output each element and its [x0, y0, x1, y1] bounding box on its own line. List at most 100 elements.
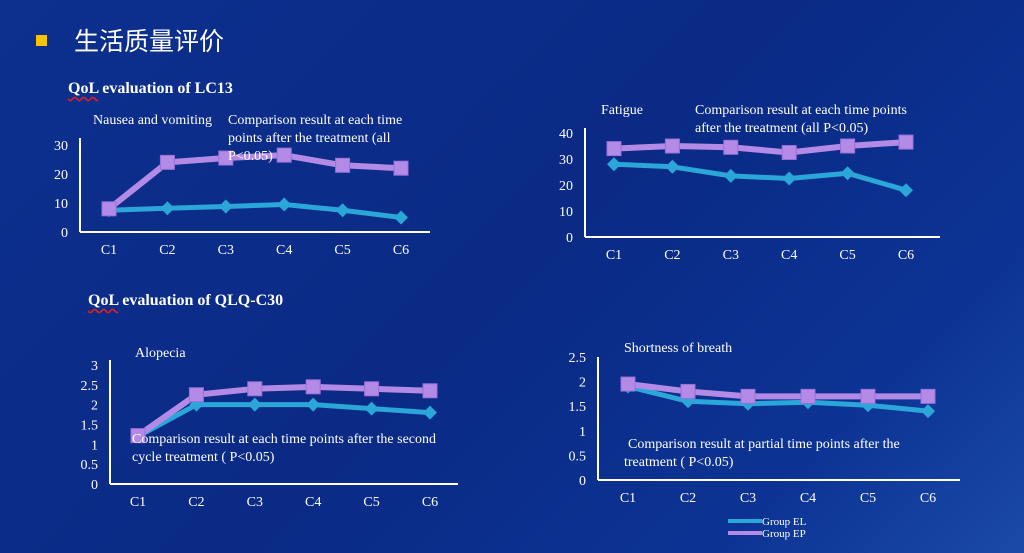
chart-2-ep-point: [723, 139, 739, 155]
chart-3-x-tick: C2: [188, 495, 204, 510]
chart-1-y-tick: 10: [54, 197, 68, 212]
chart-1-ep-point: [159, 154, 175, 170]
chart-1-note: Comparison result at each time points af…: [228, 113, 403, 164]
chart-3-x-tick: C4: [305, 495, 321, 510]
chart-1-ep-point: [335, 157, 351, 173]
chart-1-x-tick: C6: [393, 243, 409, 258]
legend-el-label: Group EL: [762, 516, 807, 528]
chart-1-x-tick: C4: [276, 243, 292, 258]
chart-1-el-point: [335, 203, 350, 218]
chart-2-el-point: [840, 166, 855, 181]
chart-1-y-tick: 0: [61, 226, 68, 241]
chart-4-y-tick: 2.5: [569, 351, 587, 366]
chart-2-el-point: [723, 168, 738, 183]
chart-4-ep-point: [860, 388, 876, 404]
chart-3-ep-point: [188, 387, 204, 403]
chart-4-x-tick: C6: [920, 491, 936, 506]
chart-3-x-tick: C5: [363, 495, 379, 510]
chart-3-title: Alopecia: [135, 346, 186, 361]
chart-1-y-tick: 20: [54, 168, 68, 183]
chart-3-ep-point: [364, 381, 380, 397]
chart-4-x-tick: C1: [620, 491, 636, 506]
chart-2-ep-point: [840, 138, 856, 154]
chart-2-x-tick: C1: [606, 248, 622, 263]
chart-1-title: Nausea and vomiting: [93, 113, 212, 128]
chart-4-ep-point: [800, 388, 816, 404]
chart-1-series-ep-line: [107, 152, 402, 212]
chart-2-x-tick: C2: [664, 248, 680, 263]
chart-2-title: Fatigue: [601, 103, 643, 118]
chart-2-ep-point: [664, 138, 680, 154]
chart-3-ep-point: [305, 379, 321, 395]
chart-3-ep-point: [422, 383, 438, 399]
chart-1-el-point: [394, 210, 408, 225]
chart-3-note: Comparison result at each time points af…: [132, 432, 437, 465]
chart-2-el-point: [782, 171, 797, 186]
chart-3-y-tick: 0.5: [81, 458, 99, 473]
chart-4-series-el-line: [627, 384, 929, 414]
chart-1-el-point: [277, 197, 292, 212]
chart-2-x-tick: C4: [781, 248, 797, 263]
chart-2-y-tick: 0: [566, 231, 573, 246]
chart-1-series-el-line: [108, 201, 402, 220]
chart-2-el-point: [665, 159, 680, 174]
chart-2-note: Comparison result at each time points af…: [695, 103, 907, 136]
chart-3-el-point: [364, 401, 379, 416]
chart-2-el-point: [899, 183, 913, 198]
chart-4-ep-point: [920, 388, 936, 404]
chart-3-y-tick: 1.5: [81, 419, 99, 434]
chart-1-el-point: [160, 201, 175, 216]
page-title: 生活质量评价: [74, 27, 225, 56]
chart-2-series-ep-line: [613, 139, 907, 156]
chart-1-y-tick: 30: [54, 139, 68, 154]
chart-3-ep-point: [130, 428, 146, 444]
chart-1-x-tick: C2: [159, 243, 175, 258]
chart-3-y-tick: 0: [91, 478, 98, 493]
chart-4-y-tick: 2: [579, 376, 586, 391]
chart-4-ep-point: [740, 388, 756, 404]
chart-4-ep-point: [680, 383, 696, 399]
chart-4-x-tick: C3: [740, 491, 756, 506]
chart-3-series-ep-line: [136, 383, 431, 439]
chart-4-x-tick: C5: [860, 491, 876, 506]
title-bullet: [36, 35, 47, 46]
chart-1-x-tick: C5: [334, 243, 350, 258]
chart-3-x-tick: C3: [247, 495, 263, 510]
chart-4-x-tick: C4: [800, 491, 816, 506]
chart-3-y-tick: 1: [91, 438, 98, 453]
chart-2-el-point: [607, 157, 621, 172]
chart-4-y-tick: 1.5: [569, 400, 587, 415]
chart-3-y-tick: 2.5: [81, 379, 99, 394]
section-heading-lc13: QoL evaluation of LC13: [68, 80, 233, 97]
chart-2-y-tick: 20: [559, 179, 573, 194]
chart-3-x-tick: C1: [130, 495, 146, 510]
chart-2-x-tick: C5: [839, 248, 855, 263]
chart-1-ep-point: [276, 147, 292, 163]
chart-3-x-tick: C6: [422, 495, 438, 510]
chart-1-el-point: [218, 199, 233, 214]
chart-3-series-el-line: [136, 402, 431, 439]
chart-4-ep-point: [620, 376, 636, 392]
chart-2-x-tick: C6: [898, 248, 914, 263]
chart-2-series-el-line: [613, 161, 907, 193]
chart-3-el-point: [423, 405, 437, 420]
chart-2-y-tick: 40: [559, 127, 573, 142]
chart-3-el-point: [306, 397, 321, 412]
chart-3-ep-point: [247, 381, 263, 397]
chart-4-y-tick: 1: [579, 425, 586, 440]
chart-1-x-tick: C1: [101, 243, 117, 258]
chart-1-ep-point: [101, 201, 117, 217]
chart-1-ep-point: [218, 150, 234, 166]
section-heading-qlq-c30: QoL evaluation of QLQ-C30: [88, 292, 284, 309]
chart-3-el-point: [247, 397, 262, 412]
chart-3-y-tick: 3: [91, 359, 98, 374]
chart-2-ep-point: [898, 134, 914, 150]
chart-4-title: Shortness of breath: [624, 341, 733, 356]
chart-3-y-tick: 2: [91, 399, 98, 414]
chart-4-note: Comparison result at partial time points…: [624, 437, 900, 470]
chart-2-y-tick: 30: [559, 153, 573, 168]
chart-4-y-tick: 0: [579, 474, 586, 489]
chart-4-el-point: [921, 404, 935, 419]
chart-2-x-tick: C3: [723, 248, 739, 263]
